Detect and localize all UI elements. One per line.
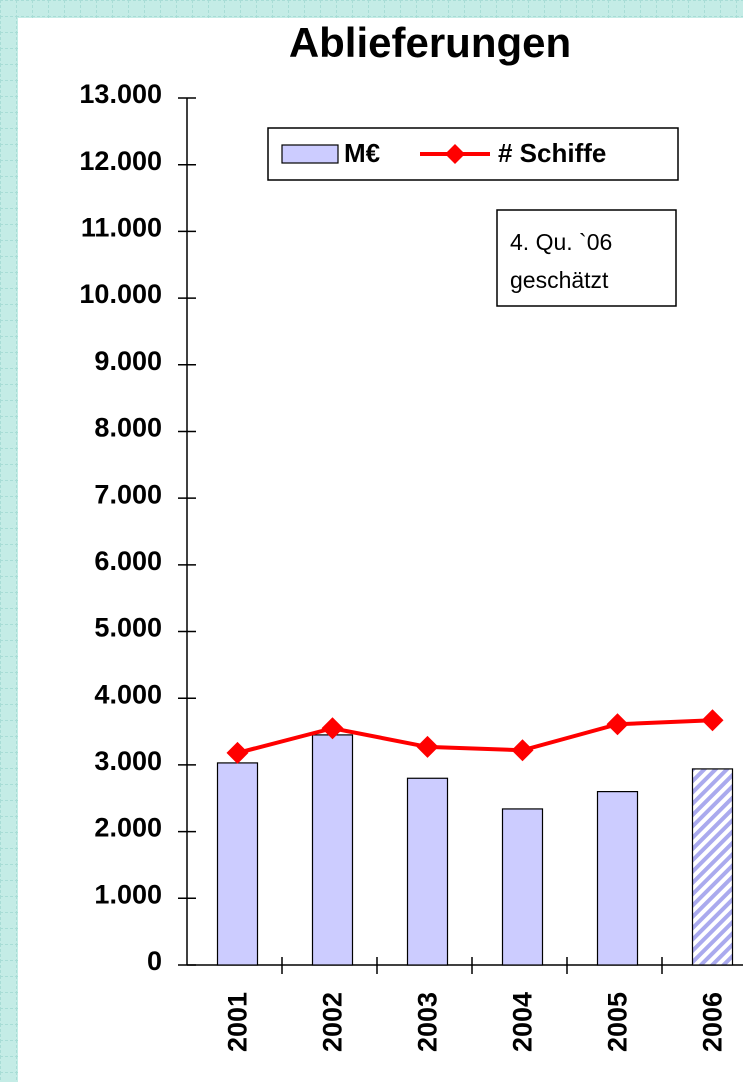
bar <box>216 762 259 966</box>
bar <box>406 777 449 966</box>
point <box>226 741 249 764</box>
y-tick-label: 2.000 <box>94 813 162 843</box>
x-tick-label: 2003 <box>413 992 443 1052</box>
legend-label: # Schiffe <box>498 138 606 168</box>
bar <box>691 768 734 966</box>
y-tick-label: 6.000 <box>94 546 162 576</box>
y-tick-label: 5.000 <box>94 613 162 643</box>
point <box>416 735 439 758</box>
annotation: 4. Qu. `06 <box>510 229 612 255</box>
line <box>236 718 713 755</box>
y-tick-label: 4.000 <box>94 679 162 709</box>
x-tick-label: 2006 <box>698 992 728 1052</box>
point <box>701 709 724 732</box>
y-tick-label: 13.000 <box>79 79 162 109</box>
x-tick-label: 2001 <box>223 992 253 1052</box>
x-tick-label: 2002 <box>318 992 348 1052</box>
bar <box>596 790 639 966</box>
y-tick-label: 1.000 <box>94 879 162 909</box>
legend-swatch <box>445 144 465 164</box>
legend-swatch <box>281 144 339 164</box>
point <box>321 717 344 740</box>
x-tick-label: 2005 <box>603 992 633 1052</box>
y-tick-label: 10.000 <box>79 279 162 309</box>
y-tick-label: 9.000 <box>94 346 162 376</box>
annotation-box <box>496 209 677 307</box>
bar <box>501 808 544 966</box>
y-tick-label: 12.000 <box>79 146 162 176</box>
y-tick-label: 8.000 <box>94 413 162 443</box>
point <box>606 713 629 736</box>
annotation: geschätzt <box>510 267 609 293</box>
point <box>511 739 534 762</box>
legend-label: M€ <box>344 138 380 168</box>
chart-title: Ablieferungen <box>289 19 571 66</box>
x-tick-label: 2004 <box>508 992 538 1052</box>
y-tick-label: 7.000 <box>94 479 162 509</box>
bar <box>311 734 354 966</box>
y-tick-label: 11.000 <box>81 213 162 243</box>
y-tick-label: 0 <box>147 946 162 976</box>
y-tick-label: 3.000 <box>94 746 162 776</box>
